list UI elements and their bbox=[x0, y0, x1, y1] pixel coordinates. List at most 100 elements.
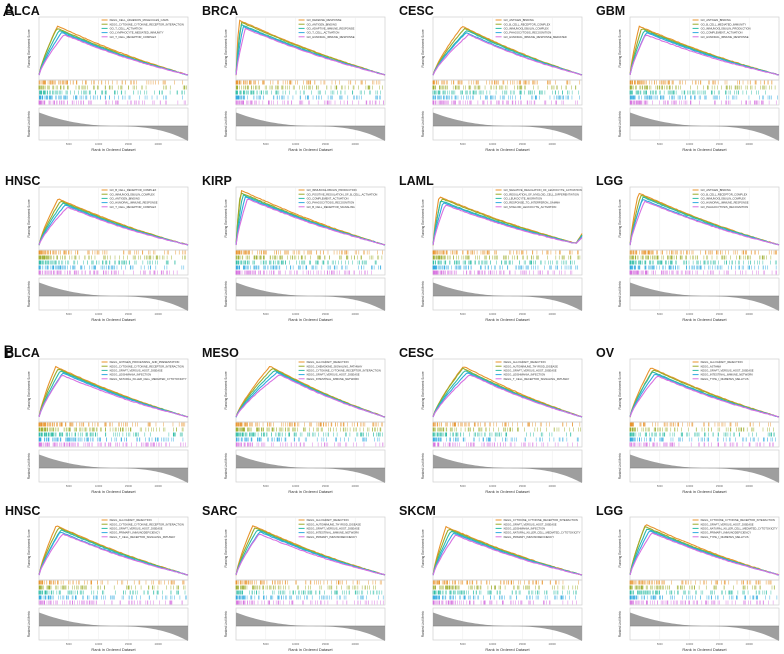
x-tick-label: 10000 bbox=[489, 312, 497, 316]
x-tick-label: 10000 bbox=[95, 484, 103, 488]
panel-title: LAML bbox=[399, 174, 434, 188]
legend-label: GO_T_CELL_ACTIVATION bbox=[307, 31, 340, 35]
legend-label: GO_B_CELL_RECEPTOR_COMPLEX bbox=[110, 188, 157, 192]
ranked-list-axis-label: Ranked List Metric bbox=[618, 110, 622, 137]
ranked-metric-area bbox=[433, 282, 582, 311]
enrichment-curve bbox=[235, 374, 386, 418]
enrichment-frame bbox=[629, 16, 780, 81]
ranked-list-axis-label: Ranked List Metric bbox=[27, 110, 31, 137]
x-tick-label: 10000 bbox=[489, 142, 497, 146]
x-tick-label: 15000 bbox=[322, 484, 330, 488]
legend-label: GO_POSITIVE_REGULATION_OF_B_CELL_ACTIVAT… bbox=[307, 192, 378, 196]
enrichment-curve bbox=[235, 198, 386, 246]
legend-label: GO_T_CELL_RECEPTOR_COMPLEX bbox=[110, 35, 157, 39]
legend-label: GO_REGULATION_OF_MYELOID_CELL_DIFFERENTI… bbox=[504, 192, 579, 196]
legend-label: KEGG_CELL_ADHESION_MOLECULES_CAMS bbox=[110, 18, 169, 22]
x-axis-label: Rank in Ordered Dataset bbox=[485, 317, 530, 322]
y-axis-label: Running Enrichment Score bbox=[224, 371, 228, 409]
x-tick-label: 15000 bbox=[125, 484, 133, 488]
ranked-list-axis-label: Ranked List Metric bbox=[224, 452, 228, 479]
x-tick-label: 10000 bbox=[292, 484, 300, 488]
y-axis-label: Running Enrichment Score bbox=[618, 199, 622, 237]
panel-title: LGG bbox=[596, 174, 623, 188]
enrichment-frame bbox=[38, 358, 189, 423]
x-tick-label: 5000 bbox=[66, 484, 72, 488]
y-axis-label: Running Enrichment Score bbox=[27, 371, 31, 409]
gsea-panel-a-kirp: KIRP Running Enrichment Score Ranked List … bbox=[202, 174, 386, 322]
enrichment-curve bbox=[432, 33, 583, 76]
x-tick-label: 5000 bbox=[263, 484, 269, 488]
x-axis-label: Rank in Ordered Dataset bbox=[91, 317, 136, 322]
panel-b-label: B bbox=[3, 343, 15, 363]
legend-label: GO_IMMUNOGLOBULIN_COMPLEX bbox=[110, 192, 155, 196]
x-tick-label: 5000 bbox=[263, 142, 269, 146]
x-axis-label: Rank in Ordered Dataset bbox=[91, 147, 136, 152]
legend-label: GO_ANTIGEN_BINDING bbox=[701, 188, 731, 192]
x-tick-label: 15000 bbox=[519, 312, 527, 316]
panel-title: BLCA bbox=[5, 346, 40, 360]
legend-label: GO_B_CELL_MEDIATED_IMMUNITY bbox=[701, 22, 747, 26]
legend-label: GO_COMPLEMENT_ACTIVATION bbox=[307, 197, 349, 201]
legend-label: GO_NEGATIVE_REGULATION_OF_LEUKOCYTE_ACTI… bbox=[504, 188, 582, 192]
x-tick-label: 5000 bbox=[460, 142, 466, 146]
x-tick-label: 10000 bbox=[95, 312, 103, 316]
legend-label: GO_IMMUNOGLOBULIN_PRODUCTION bbox=[701, 27, 751, 31]
legend-label: GO_HUMORAL_IMMUNE_RESPONSE bbox=[701, 35, 749, 39]
gsea-panel-b-meso: MESO Running Enrichment Score Ranked List … bbox=[202, 346, 386, 494]
legend-label: GO_IMMUNOGLOBULIN_COMPLEX bbox=[701, 197, 746, 201]
enrichment-frame bbox=[38, 186, 189, 251]
y-axis-label: Running Enrichment Score bbox=[224, 199, 228, 237]
gsea-panel-a-laml: LAML Running Enrichment Score Ranked List … bbox=[399, 174, 583, 322]
legend-label: KEGG_ANTIGEN_PROCESSING_AND_PRESENTATION bbox=[110, 360, 180, 364]
enrichment-frame bbox=[38, 16, 189, 81]
legend-label: GO_LYMPHOCYTE_MEDIATED_IMMUNITY bbox=[110, 31, 164, 35]
panel-title: CESC bbox=[399, 4, 434, 18]
legend-label: KEGG_CYTOKINE_CYTOKINE_RECEPTOR_INTERACT… bbox=[110, 364, 184, 368]
legend-label: KEGG_NATURAL_KILLER_CELL_MEDIATED_CYTOTO… bbox=[110, 377, 187, 381]
legend-label: GO_ANTIGEN_BINDING bbox=[307, 22, 337, 26]
x-tick-label: 15000 bbox=[125, 142, 133, 146]
legend-label: GO_LEUKOCYTE_MIGRATION bbox=[504, 197, 543, 201]
legend-label: GO_ANTIGEN_BINDING bbox=[110, 197, 140, 201]
x-tick-label: 10000 bbox=[686, 312, 694, 316]
hits-frame bbox=[235, 421, 386, 448]
gsea-panel-a-cesc: CESC Running Enrichment Score Ranked List … bbox=[399, 4, 583, 152]
enrichment-curve bbox=[235, 27, 386, 76]
gsea-panel-a-blca: BLCA Running Enrichment Score Ranked List … bbox=[5, 4, 189, 152]
enrichment-frame bbox=[629, 186, 780, 251]
y-axis-label: Running Enrichment Score bbox=[27, 199, 31, 237]
legend-label: GO_PHAGOCYTOSIS_RECOGNITION bbox=[307, 201, 355, 205]
ranked-metric-area bbox=[630, 112, 779, 141]
x-axis-label: Rank in Ordered Dataset bbox=[288, 489, 333, 494]
x-tick-label: 5000 bbox=[460, 312, 466, 316]
x-tick-label: 5000 bbox=[263, 312, 269, 316]
ranked-metric-area bbox=[39, 112, 188, 141]
ranked-list-axis-label: Ranked List Metric bbox=[27, 452, 31, 479]
enrichment-frame bbox=[235, 16, 386, 81]
legend-label: GO_PHAGOCYTOSIS_RECOGNITION bbox=[504, 31, 552, 35]
legend-label: GO_T_CELL_RECEPTOR_COMPLEX bbox=[110, 205, 157, 209]
gsea-panel-b-blca: BLCA Running Enrichment Score Ranked List … bbox=[5, 346, 189, 494]
x-tick-label: 15000 bbox=[322, 142, 330, 146]
legend-label: GO_B_CELL_RECEPTOR_COMPLEX bbox=[504, 22, 551, 26]
legend-label: GO_IMMUNOGLOBULIN_COMPLEX bbox=[504, 27, 549, 31]
ranked-list-axis-label: Ranked List Metric bbox=[421, 110, 425, 137]
enrichment-curve bbox=[629, 200, 780, 246]
legend-label: GO_B_CELL_RECEPTOR_COMPLEX bbox=[701, 192, 748, 196]
y-axis-label: Running Enrichment Score bbox=[224, 29, 228, 67]
legend-label: KEGG_LEISHMANIA_INFECTION bbox=[110, 373, 152, 377]
legend-label: GO_ADAPTIVE_IMMUNE_RESPONSE bbox=[307, 27, 355, 31]
legend-label: GO_COMPLEMENT_ACTIVATION bbox=[701, 31, 743, 35]
panel-title: GBM bbox=[596, 4, 625, 18]
x-tick-label: 15000 bbox=[716, 312, 724, 316]
legend-label: KEGG_ALLOGRAFT_REJECTION bbox=[307, 360, 349, 364]
x-tick-label: 20000 bbox=[746, 312, 754, 316]
x-tick-label: 15000 bbox=[125, 312, 133, 316]
ranked-list-axis-label: Ranked List Metric bbox=[224, 280, 228, 307]
ranked-metric-area bbox=[433, 112, 582, 141]
y-axis-label: Running Enrichment Score bbox=[421, 29, 425, 67]
x-tick-label: 20000 bbox=[352, 142, 360, 146]
x-tick-label: 10000 bbox=[686, 142, 694, 146]
legend-label: GO_ANTIGEN_BINDING bbox=[504, 18, 534, 22]
x-tick-label: 15000 bbox=[519, 142, 527, 146]
